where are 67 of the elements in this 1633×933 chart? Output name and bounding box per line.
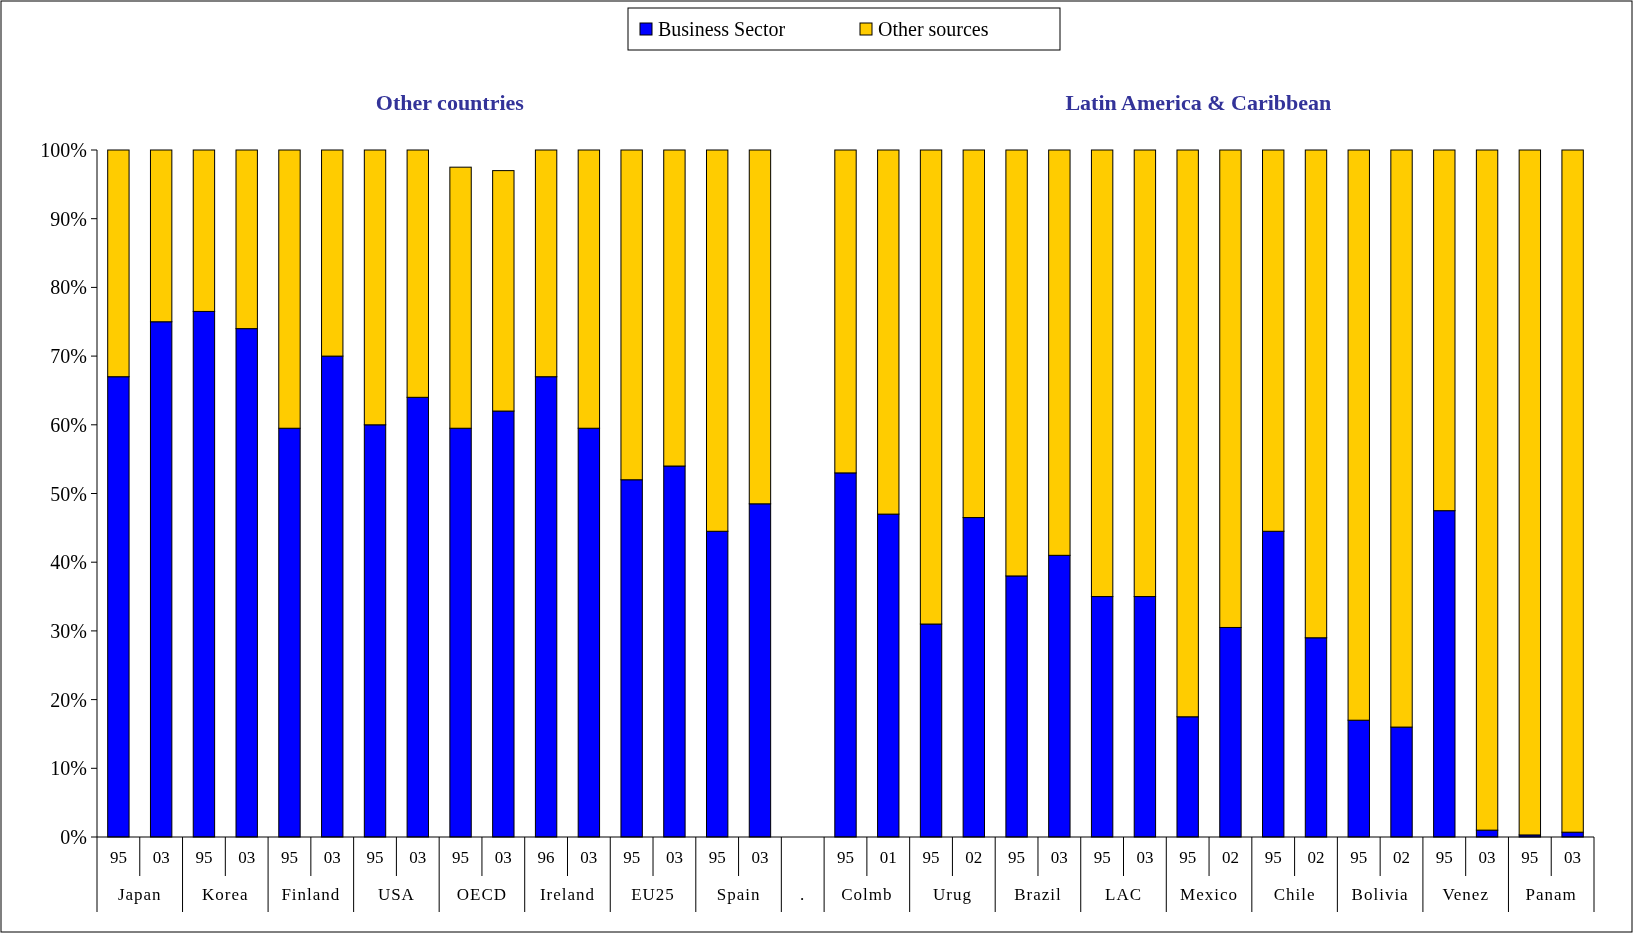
y-tick-label: 10%: [50, 757, 87, 780]
y-tick-label: 30%: [50, 619, 87, 642]
text: Bolivia: [1351, 885, 1409, 904]
text: Korea: [202, 885, 249, 904]
text: Venez: [1442, 885, 1489, 904]
x-tick-label: 95: [837, 848, 854, 867]
text: Colmb: [841, 885, 893, 904]
text: Brazil: [1014, 885, 1062, 904]
y-tick-label: 40%: [50, 551, 87, 574]
text: Chile: [1273, 885, 1316, 904]
text: Panam: [1525, 885, 1577, 904]
x-tick-label: 95: [1179, 848, 1197, 867]
chart-subtitle: Latin America & Caribbean: [1065, 90, 1332, 115]
y-tick-label: 60%: [50, 413, 87, 436]
x-tick-label: 02: [965, 848, 983, 867]
text: USA: [377, 885, 415, 904]
x-tick-label: 03: [751, 848, 769, 867]
x-tick-label: 95: [452, 848, 470, 867]
x-tick-label: 95: [1521, 848, 1539, 867]
chart-title: Other countries: [375, 90, 525, 115]
x-tick-label: 03: [1564, 848, 1582, 867]
y-tick-label: 20%: [50, 688, 87, 711]
y-tick-label: 50%: [50, 482, 87, 505]
x-tick-label: 95: [280, 848, 298, 867]
x-tick-label: 95: [195, 848, 213, 867]
x-tick-label: 03: [1136, 848, 1154, 867]
x-tick-label: 03: [409, 848, 427, 867]
x-tick-label: 95: [1008, 848, 1026, 867]
text: Mexico: [1180, 885, 1239, 904]
x-tick-label: 95: [1093, 848, 1111, 867]
x-tick-label: 95: [1350, 848, 1368, 867]
text: Ireland: [539, 885, 596, 904]
x-tick-label: 95: [708, 848, 726, 867]
x-tick-label: 03: [238, 848, 256, 867]
x-tick-label: 03: [1478, 848, 1496, 867]
x-tick-label: 95: [1435, 848, 1453, 867]
x-tick-label: 95: [1264, 848, 1282, 867]
text: Spain: [716, 885, 761, 904]
x-tick-label: 95: [109, 848, 127, 867]
legend-label: Business Sector: [658, 18, 786, 40]
x-tick-label: 02: [1393, 848, 1411, 867]
x-tick-label: 03: [1050, 848, 1068, 867]
x-tick-label: 03: [323, 848, 341, 867]
x-tick-label: 96: [537, 848, 555, 867]
text: .: [800, 885, 806, 904]
text: LAC: [1105, 885, 1143, 904]
x-tick-label: 02: [1221, 848, 1239, 867]
y-tick-label: 0%: [60, 826, 87, 848]
x-tick-label: 01: [879, 848, 897, 867]
y-tick-label: 90%: [50, 207, 87, 230]
x-tick-label: 95: [623, 848, 641, 867]
y-tick-label: 80%: [50, 276, 87, 299]
text: EU25: [631, 885, 675, 904]
y-tick-label: 100%: [40, 139, 87, 161]
legend-label: Other sources: [878, 18, 989, 40]
y-tick-label: 70%: [50, 345, 87, 368]
text: OECD: [456, 885, 508, 904]
text: Finland: [281, 885, 341, 904]
x-tick-label: 03: [494, 848, 512, 867]
x-tick-label: 03: [152, 848, 170, 867]
x-tick-label: 03: [665, 848, 683, 867]
x-tick-label: 03: [580, 848, 598, 867]
text: Urug: [932, 885, 972, 904]
x-tick-label: 02: [1307, 848, 1325, 867]
text: Japan: [117, 885, 162, 904]
x-tick-label: 95: [922, 848, 940, 867]
x-tick-label: 95: [366, 848, 384, 867]
